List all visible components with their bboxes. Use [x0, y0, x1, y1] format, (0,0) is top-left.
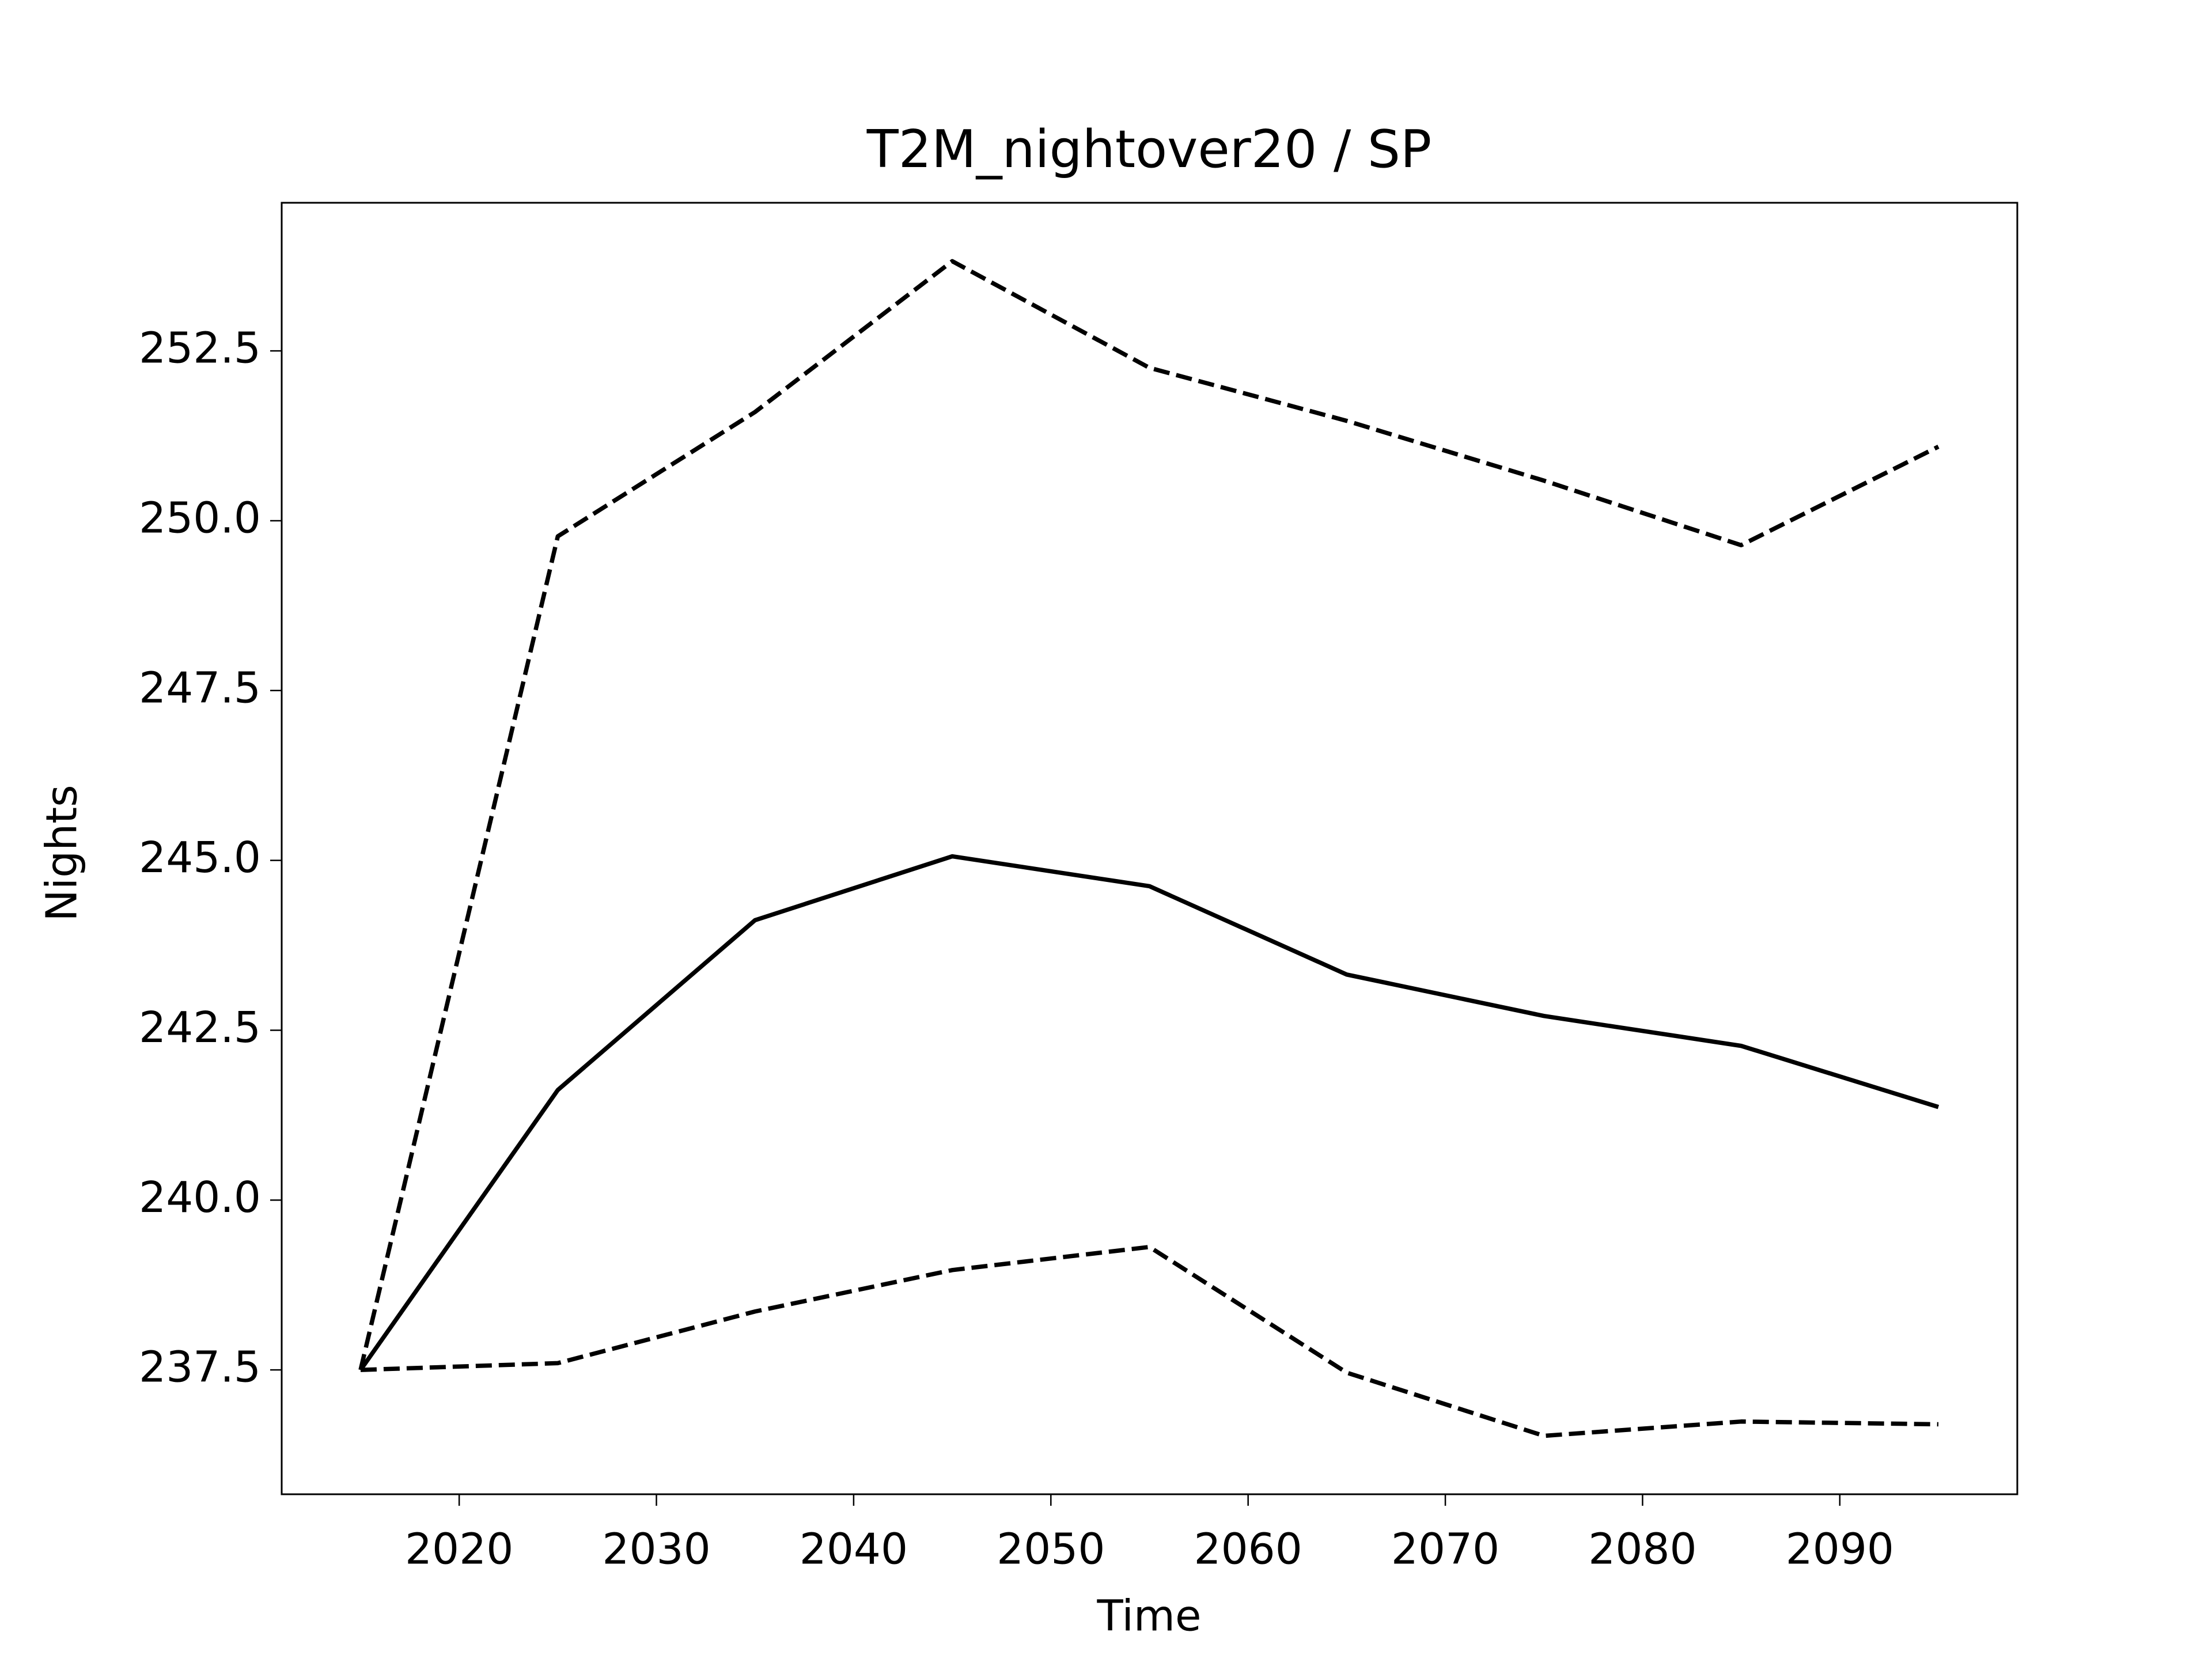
y-tick-label: 245.0: [139, 833, 261, 882]
line-series: [358, 259, 1940, 1371]
x-tick-label: 2090: [1786, 1525, 1894, 1574]
y-tick-label: 252.5: [139, 324, 261, 373]
line-series: [358, 854, 1940, 1372]
x-tick-label: 2030: [602, 1525, 710, 1574]
y-tick-label: 242.5: [139, 1003, 261, 1052]
x-tick-label: 2050: [997, 1525, 1105, 1574]
x-tick-label: 2060: [1194, 1525, 1302, 1574]
y-tick-label: 240.0: [139, 1173, 261, 1222]
y-tick-label: 237.5: [139, 1343, 261, 1392]
line-series: [360, 1244, 1939, 1438]
x-axis-label: Time: [1096, 1592, 1201, 1641]
plot-frame: [281, 202, 2018, 1495]
x-tick-label: 2080: [1588, 1525, 1696, 1574]
y-axis-label: Nights: [37, 785, 87, 921]
y-tick-label: 247.5: [139, 663, 261, 713]
chart-title: T2M_nightover20 / SP: [866, 119, 1432, 180]
x-tick-label: 2040: [800, 1525, 908, 1574]
x-tick-label: 2020: [405, 1525, 513, 1574]
x-tick-label: 2070: [1391, 1525, 1499, 1574]
y-tick-label: 250.0: [139, 493, 261, 543]
